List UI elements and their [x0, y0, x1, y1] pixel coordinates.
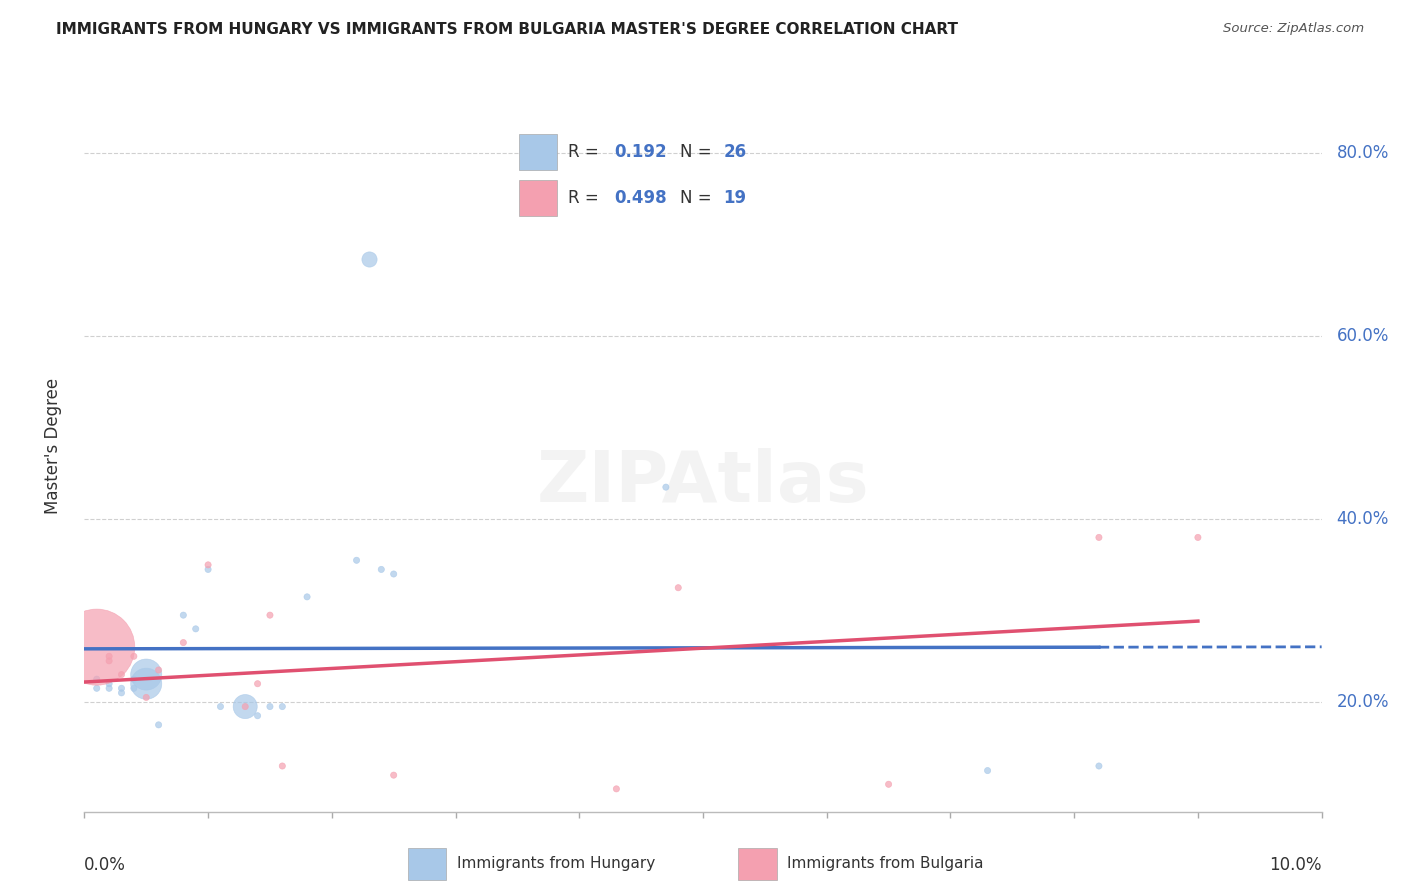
- Point: [259, 608, 281, 623]
- Text: R =: R =: [568, 189, 605, 208]
- Point: [197, 562, 219, 576]
- Text: 40.0%: 40.0%: [1337, 510, 1389, 528]
- Point: [1088, 759, 1111, 773]
- Text: 26: 26: [724, 144, 747, 161]
- Text: Master's Degree: Master's Degree: [45, 378, 62, 514]
- Point: [382, 768, 405, 782]
- Text: 19: 19: [724, 189, 747, 208]
- Point: [271, 699, 294, 714]
- Point: [209, 699, 232, 714]
- Point: [877, 777, 900, 791]
- Point: [666, 581, 689, 595]
- Point: [98, 649, 121, 664]
- Point: [86, 640, 108, 655]
- Point: [346, 553, 368, 567]
- Text: N =: N =: [681, 189, 717, 208]
- Point: [148, 663, 170, 677]
- Point: [184, 622, 207, 636]
- Point: [172, 608, 194, 623]
- Point: [357, 252, 380, 266]
- Point: [86, 681, 108, 696]
- Point: [1088, 530, 1111, 544]
- Text: Source: ZipAtlas.com: Source: ZipAtlas.com: [1223, 22, 1364, 36]
- Point: [655, 480, 678, 494]
- Point: [122, 681, 145, 696]
- Point: [122, 672, 145, 686]
- Point: [197, 558, 219, 572]
- Text: Immigrants from Hungary: Immigrants from Hungary: [457, 855, 655, 871]
- Point: [110, 686, 132, 700]
- Text: 10.0%: 10.0%: [1270, 855, 1322, 873]
- Point: [98, 681, 121, 696]
- Text: 60.0%: 60.0%: [1337, 327, 1389, 345]
- FancyBboxPatch shape: [519, 180, 558, 217]
- Text: 80.0%: 80.0%: [1337, 145, 1389, 162]
- Point: [295, 590, 318, 604]
- Point: [110, 681, 132, 696]
- Text: ZIPAtlas: ZIPAtlas: [537, 448, 869, 517]
- Point: [976, 764, 998, 778]
- FancyBboxPatch shape: [738, 848, 778, 880]
- Text: N =: N =: [681, 144, 717, 161]
- FancyBboxPatch shape: [519, 135, 558, 170]
- Point: [370, 562, 392, 576]
- FancyBboxPatch shape: [408, 848, 447, 880]
- Point: [246, 708, 269, 723]
- Point: [148, 718, 170, 732]
- Point: [246, 676, 269, 690]
- Point: [98, 676, 121, 690]
- Point: [271, 759, 294, 773]
- Text: 0.0%: 0.0%: [84, 855, 127, 873]
- Text: Immigrants from Bulgaria: Immigrants from Bulgaria: [787, 855, 984, 871]
- Point: [135, 690, 157, 705]
- Point: [1187, 530, 1209, 544]
- Text: 20.0%: 20.0%: [1337, 693, 1389, 711]
- Point: [86, 672, 108, 686]
- Point: [233, 699, 256, 714]
- Point: [135, 667, 157, 681]
- Point: [98, 654, 121, 668]
- Point: [110, 667, 132, 681]
- Point: [605, 781, 627, 796]
- Text: IMMIGRANTS FROM HUNGARY VS IMMIGRANTS FROM BULGARIA MASTER'S DEGREE CORRELATION : IMMIGRANTS FROM HUNGARY VS IMMIGRANTS FR…: [56, 22, 959, 37]
- Text: 0.498: 0.498: [614, 189, 668, 208]
- Point: [233, 699, 256, 714]
- Point: [259, 699, 281, 714]
- Point: [382, 567, 405, 582]
- Text: 0.192: 0.192: [614, 144, 668, 161]
- Point: [122, 649, 145, 664]
- Point: [135, 676, 157, 690]
- Point: [172, 635, 194, 649]
- Text: R =: R =: [568, 144, 605, 161]
